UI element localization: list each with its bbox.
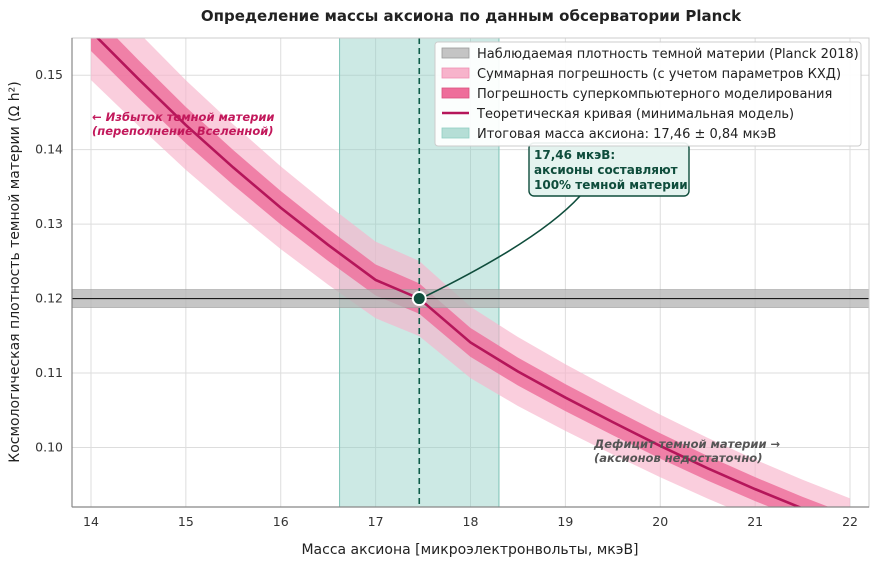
- total-error-band: [90, 38, 851, 507]
- x-tick-label: 18: [463, 514, 479, 529]
- excess-annotation-line1: ← Избыток темной материи: [92, 110, 275, 124]
- legend-label-observed: Наблюдаемая плотность темной материи (Pl…: [477, 47, 859, 62]
- x-tick-label: 22: [842, 514, 858, 529]
- deficit-annotation-line2: (аксионов недостаточно): [594, 451, 762, 465]
- chart-title: Определение массы аксиона по данным обсе…: [201, 7, 742, 25]
- deficit-annotation: Дефицит темной материи → (аксионов недос…: [593, 437, 781, 465]
- y-tick-label: 0.11: [35, 365, 63, 380]
- x-tick-label: 16: [273, 514, 289, 529]
- deficit-annotation-line1: Дефицит темной материи →: [593, 437, 781, 451]
- intersection-point: [411, 291, 427, 307]
- legend-swatch-observed: [441, 47, 470, 59]
- x-tick-label: 14: [83, 514, 99, 529]
- legend: Наблюдаемая плотность темной материи (Pl…: [434, 41, 862, 147]
- legend-swatch-sim-error: [441, 87, 470, 99]
- legend-label-mass: Итоговая масса аксиона: 17,46 ± 0,84 мкэ…: [477, 127, 776, 142]
- legend-label-total-error: Суммарная погрешность (с учетом параметр…: [477, 67, 841, 82]
- theory-curve: [95, 38, 803, 507]
- excess-annotation-line2: (переполнение Вселенной): [92, 124, 274, 138]
- legend-frame: [434, 41, 862, 147]
- callout: 17,46 мкэВ: аксионы составляют 100% темн…: [425, 142, 690, 297]
- x-tick-label: 15: [178, 514, 194, 529]
- callout-line1: 17,46 мкэВ:: [534, 148, 615, 162]
- y-tick-label: 0.13: [35, 216, 63, 231]
- legend-label-curve: Теоретическая кривая (минимальная модель…: [476, 107, 794, 122]
- y-tick-label: 0.10: [35, 439, 63, 454]
- y-tick-label: 0.15: [35, 67, 63, 82]
- x-tick-label: 21: [747, 514, 763, 529]
- y-tick-label: 0.12: [35, 291, 63, 306]
- legend-label-sim-error: Погрешность суперкомпьютерного моделиров…: [477, 87, 832, 102]
- callout-arrow: [425, 195, 581, 297]
- tick-labels: 14 15 16 17 18 19 20 21 22 0.10 0.11 0.12 0.13 0.14 0.…: [35, 67, 858, 529]
- excess-annotation: ← Избыток темной материи (переполнение В…: [92, 110, 275, 138]
- legend-swatch-mass: [441, 127, 470, 139]
- x-tick-label: 17: [368, 514, 384, 529]
- x-axis-label: Масса аксиона [микроэлектронвольты, мкэВ…: [301, 542, 638, 558]
- x-tick-label: 20: [652, 514, 668, 529]
- y-axis-label: Космологическая плотность темной материи…: [7, 81, 23, 462]
- x-tick-label: 19: [557, 514, 573, 529]
- y-tick-label: 0.14: [35, 142, 63, 157]
- callout-line3: 100% темной материи: [534, 178, 688, 192]
- callout-line2: аксионы составляют: [534, 163, 678, 177]
- legend-swatch-total-error: [441, 67, 470, 79]
